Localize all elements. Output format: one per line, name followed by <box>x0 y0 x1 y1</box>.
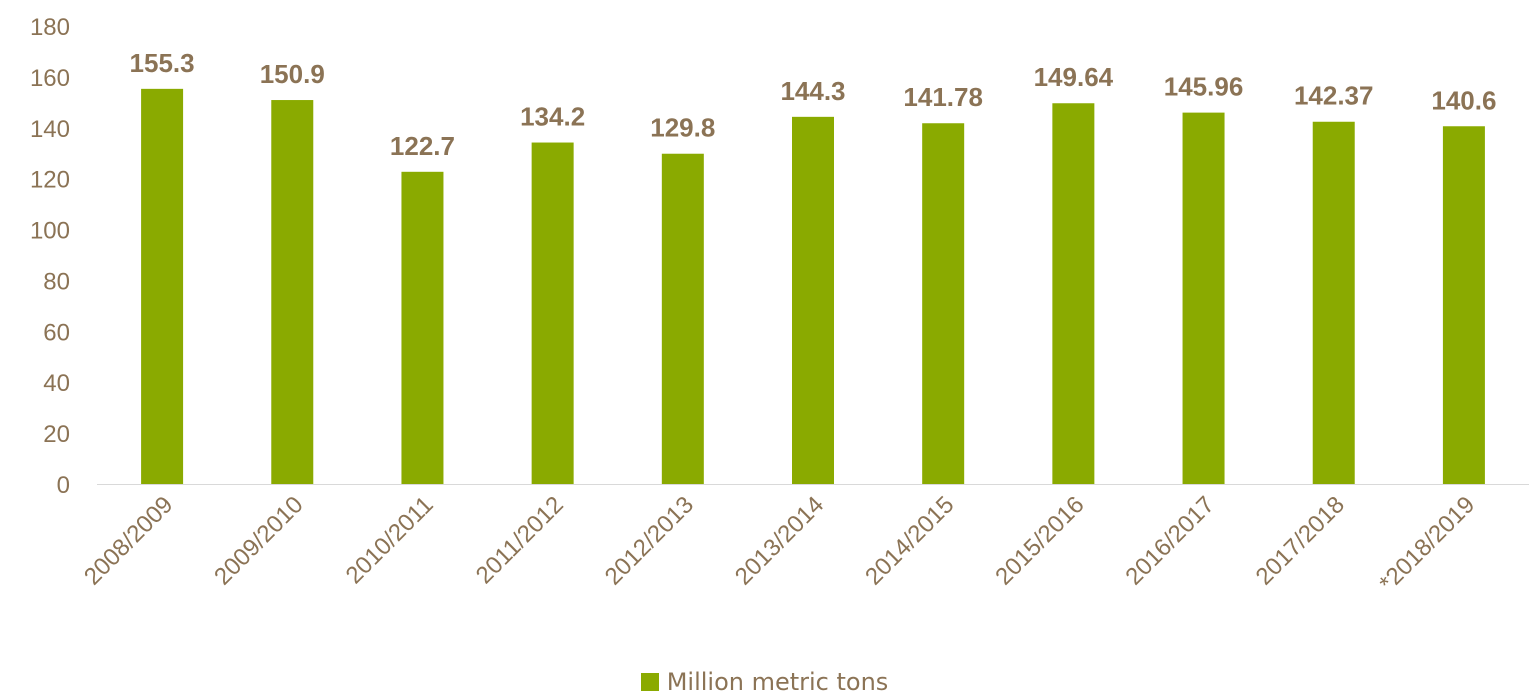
y-tick-label: 180 <box>30 14 70 41</box>
data-label: 144.3 <box>780 76 845 106</box>
y-axis: 0 20 40 60 80 100 120 140 160 180 <box>30 14 70 499</box>
bar <box>661 153 704 484</box>
legend: Million metric tons <box>0 668 1529 696</box>
bar <box>401 171 444 484</box>
bar <box>1442 126 1485 485</box>
bar <box>1312 121 1355 485</box>
bar <box>531 142 574 484</box>
y-tick-label: 120 <box>30 167 70 194</box>
x-tick-label: 2008/2009 <box>79 491 178 590</box>
data-label: 142.37 <box>1294 81 1374 111</box>
bars <box>141 88 1485 485</box>
bar <box>792 116 834 484</box>
y-tick-label: 100 <box>30 218 70 245</box>
x-tick-label: 2012/2013 <box>600 491 699 590</box>
legend-label: Million metric tons <box>666 668 889 696</box>
bar <box>922 123 965 485</box>
bar <box>1052 103 1095 485</box>
data-label: 155.3 <box>130 48 195 78</box>
x-tick-label: 2011/2012 <box>471 491 569 589</box>
y-tick-label: 80 <box>43 268 70 295</box>
bar <box>1182 112 1225 485</box>
x-axis: 2008/2009 2009/2010 2010/2011 2011/2012 2012… <box>79 491 1480 597</box>
x-tick-label: 2015/2016 <box>990 491 1089 590</box>
bar <box>271 100 314 484</box>
y-tick-label: 0 <box>57 472 70 499</box>
x-tick-label: 2014/2015 <box>860 491 959 590</box>
data-labels: 155.3 150.9 122.7 134.2 129.8 144.3 141.78 149.… <box>130 48 1497 161</box>
x-tick-label: 2016/2017 <box>1120 491 1219 590</box>
x-tick-label: 2013/2014 <box>730 491 829 590</box>
x-tick-label: 2009/2010 <box>209 491 308 590</box>
y-tick-label: 20 <box>43 421 70 448</box>
data-label: 149.64 <box>1034 62 1114 92</box>
data-label: 134.2 <box>520 102 585 132</box>
data-label: 150.9 <box>260 59 325 89</box>
data-label: 141.78 <box>903 82 983 112</box>
y-tick-label: 60 <box>43 319 70 346</box>
data-label: 140.6 <box>1431 85 1496 115</box>
x-tick-label: *2018/2019 <box>1374 491 1480 597</box>
data-label: 145.96 <box>1164 72 1244 102</box>
data-label: 122.7 <box>390 131 455 161</box>
y-tick-label: 40 <box>43 370 70 397</box>
bar-chart: 0 20 40 60 80 100 120 140 160 180 155.3 150.9 122.7… <box>30 14 1529 597</box>
y-tick-label: 160 <box>30 65 70 92</box>
legend-swatch <box>640 673 659 691</box>
data-label: 129.8 <box>650 113 715 143</box>
x-tick-label: 2017/2018 <box>1251 491 1350 590</box>
x-tick-label: 2010/2011 <box>341 491 439 589</box>
y-tick-label: 140 <box>30 116 70 143</box>
bar <box>141 88 184 484</box>
